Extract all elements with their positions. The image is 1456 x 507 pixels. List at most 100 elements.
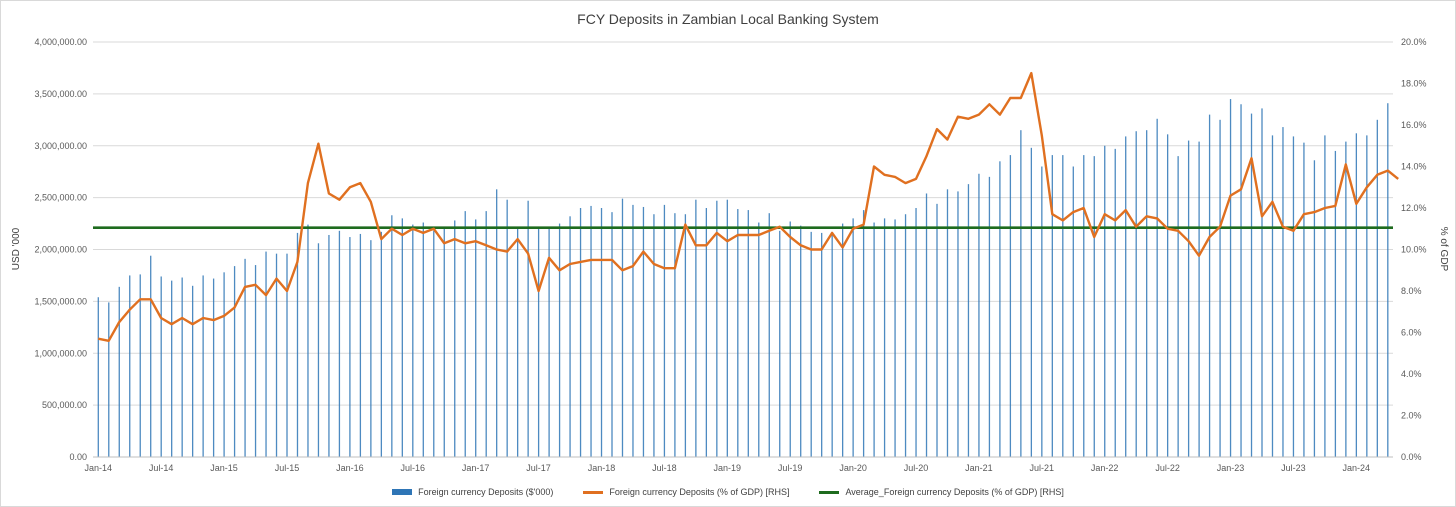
- bar: [779, 230, 781, 457]
- bar: [296, 232, 299, 457]
- bar: [621, 198, 624, 457]
- y-tick-label: 0.00: [69, 452, 87, 462]
- bar: [370, 240, 372, 457]
- bar: [496, 189, 498, 457]
- bar: [254, 265, 257, 457]
- bar: [663, 204, 666, 457]
- bar: [904, 214, 907, 457]
- bar: [1292, 136, 1295, 457]
- left-axis: 0.00 500,000.00 1,000,000.00 1,500,000.00 2,…: [34, 37, 87, 462]
- bar: [747, 210, 749, 457]
- x-tick-label: Jul-23: [1281, 463, 1306, 473]
- bar: [590, 205, 592, 457]
- x-tick-label: Jan-14: [84, 463, 112, 473]
- bar: [1156, 118, 1158, 458]
- legend-label-average: Average_Foreign currency Deposits (% of …: [845, 487, 1064, 497]
- bar: [1041, 166, 1043, 457]
- bar: [1229, 99, 1232, 457]
- y-tick-label: 3,000,000.00: [34, 141, 87, 151]
- x-tick-label: Jan-19: [714, 463, 742, 473]
- x-tick-label: Jan-24: [1343, 463, 1371, 473]
- legend-item-average: Average_Foreign currency Deposits (% of …: [819, 482, 1064, 502]
- bar: [286, 253, 288, 457]
- bar: [359, 233, 362, 457]
- y2-axis-title: % of GDP: [1438, 227, 1449, 272]
- bar: [475, 219, 477, 457]
- bar: [1240, 104, 1242, 457]
- bar: [684, 214, 687, 457]
- bar: [129, 275, 131, 457]
- y2-tick-label: 16.0%: [1401, 120, 1427, 130]
- bar: [108, 302, 110, 457]
- bar: [642, 206, 645, 457]
- bar: [999, 161, 1001, 457]
- bar: [97, 297, 99, 457]
- bar: [1261, 108, 1263, 458]
- bar: [150, 255, 152, 457]
- bar: [212, 278, 215, 457]
- bar: [810, 231, 812, 457]
- bar: [967, 184, 970, 457]
- y-tick-label: 1,500,000.00: [34, 296, 87, 306]
- bar: [1009, 155, 1012, 457]
- y-tick-label: 2,500,000.00: [34, 193, 87, 203]
- bar: [1376, 119, 1378, 457]
- bar: [1219, 119, 1221, 457]
- bar: [223, 272, 225, 457]
- bar: [716, 200, 718, 458]
- bar: [957, 191, 959, 457]
- bar: [1313, 160, 1316, 457]
- bar: [1020, 130, 1022, 457]
- y2-tick-label: 6.0%: [1401, 328, 1422, 338]
- x-tick-label: Jul-14: [149, 463, 174, 473]
- bar: [569, 216, 571, 457]
- bar: [1135, 131, 1137, 457]
- right-axis: 0.0% 2.0% 4.0% 6.0% 8.0% 10.0% 12.0% 14.0% 16.0%…: [1401, 37, 1427, 462]
- bar: [233, 266, 236, 457]
- bar: [946, 189, 949, 457]
- bar: [181, 277, 183, 457]
- bar: [537, 228, 540, 457]
- x-axis: Jan-14 Jul-14 Jan-15 Jul-15 Jan-16 Jul-16 Jan-…: [84, 456, 1393, 473]
- bar: [191, 285, 194, 457]
- x-tick-label: Jul-20: [904, 463, 929, 473]
- bar: [1187, 140, 1190, 457]
- x-tick-label: Jan-15: [210, 463, 238, 473]
- bar: [275, 253, 278, 457]
- bar: [412, 224, 414, 457]
- legend-swatch-line-green: [819, 490, 840, 494]
- y2-tick-label: 2.0%: [1401, 411, 1422, 421]
- bar: [506, 199, 508, 457]
- bar: [1062, 155, 1064, 457]
- bar: [988, 176, 991, 457]
- legend-label-deposits: Foreign currency Deposits ($'000): [418, 487, 554, 497]
- x-tick-label: Jan-18: [588, 463, 616, 473]
- bar: [118, 286, 120, 457]
- bar: [160, 276, 162, 457]
- bar: [401, 218, 403, 457]
- bar: [768, 213, 770, 457]
- y-tick-label: 500,000.00: [42, 400, 87, 410]
- legend-label-pct-gdp: Foreign currency Deposits (% of GDP) [RH…: [609, 487, 790, 497]
- bar: [831, 232, 833, 457]
- bar: [883, 218, 886, 457]
- bar: [265, 251, 267, 457]
- legend-item-pct-gdp: Foreign currency Deposits (% of GDP) [RH…: [583, 482, 789, 502]
- bar: [548, 228, 550, 457]
- bar: [1125, 136, 1127, 457]
- y-axis-title: USD '000: [11, 227, 22, 270]
- bar: [600, 208, 603, 457]
- bar: [1345, 141, 1347, 457]
- y-tick-label: 3,500,000.00: [34, 89, 87, 99]
- bar: [1104, 145, 1106, 457]
- bar: [485, 211, 487, 457]
- x-tick-label: Jan-22: [1091, 463, 1119, 473]
- bar: [454, 220, 456, 457]
- bar: [317, 243, 320, 457]
- bar: [653, 214, 655, 457]
- x-tick-label: Jul-19: [778, 463, 803, 473]
- bar: [391, 215, 393, 457]
- bar: [737, 209, 739, 457]
- x-tick-label: Jan-20: [839, 463, 867, 473]
